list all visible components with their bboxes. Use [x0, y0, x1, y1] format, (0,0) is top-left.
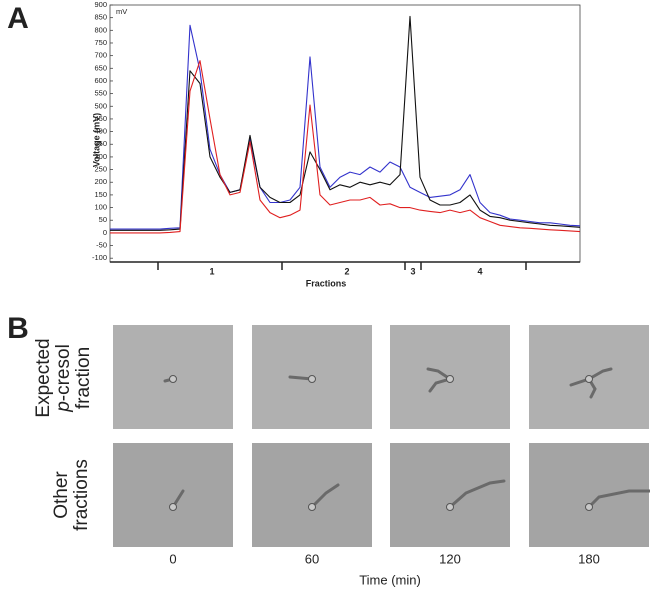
- row-label: Other fractions: [51, 459, 92, 531]
- column-label: 60: [305, 551, 319, 566]
- micrograph-grid: [113, 325, 650, 547]
- y-tick-label: 350: [94, 139, 107, 148]
- row-label-line: fraction: [73, 347, 94, 409]
- panel-label: A: [7, 2, 29, 35]
- y-tick-label: 700: [94, 51, 107, 60]
- cell: [446, 503, 454, 511]
- micrograph: [390, 443, 510, 547]
- micrograph: [113, 443, 233, 547]
- y-tick-label: 400: [94, 127, 107, 136]
- y-tick-label: 450: [94, 114, 107, 123]
- y-tick-label: -100: [92, 253, 107, 262]
- y-tick-label: -50: [96, 241, 107, 250]
- y-tick-label: 50: [99, 215, 107, 224]
- y-tick-label: 750: [94, 38, 107, 47]
- cell: [169, 503, 177, 511]
- row-label: Expected p-cresol fraction: [33, 338, 94, 417]
- y-axis-label: Voltage (mV): [91, 113, 101, 167]
- row-label-line: fractions: [71, 459, 92, 531]
- panel-label: B: [7, 312, 29, 345]
- column-label: 120: [439, 551, 461, 566]
- cell: [585, 503, 593, 511]
- y-tick-label: 100: [94, 203, 107, 212]
- cell: [169, 375, 177, 383]
- fraction-label: 1: [209, 266, 214, 276]
- fraction-label: 2: [344, 266, 349, 276]
- y-tick-label: 500: [94, 101, 107, 110]
- y-tick-label: 650: [94, 63, 107, 72]
- y-tick-label: 300: [94, 152, 107, 161]
- cell: [308, 503, 316, 511]
- y-tick-label: 150: [94, 190, 107, 199]
- fraction-label: 3: [410, 266, 415, 276]
- fraction-label: 4: [477, 266, 482, 276]
- italic-text: p: [53, 401, 74, 413]
- column-label: 0: [169, 551, 176, 566]
- hypha: [426, 367, 452, 393]
- hypha: [587, 489, 650, 509]
- y-tick-label: 250: [94, 165, 107, 174]
- column-label: 180: [578, 551, 600, 566]
- x-axis-label: Fractions: [306, 278, 347, 288]
- y-tick-label: 0: [103, 228, 107, 237]
- series-line: [110, 60, 581, 234]
- row-label-line: p-cresol: [53, 344, 74, 413]
- y-tick-label: 900: [94, 0, 107, 9]
- micrograph: [529, 443, 649, 547]
- series-line: [110, 24, 581, 230]
- y-tick-label: 800: [94, 25, 107, 34]
- unit-label: mV: [116, 7, 127, 16]
- cell: [585, 375, 593, 383]
- y-tick-label: 850: [94, 13, 107, 22]
- y-tick-label: 200: [94, 177, 107, 186]
- row-label-line: Expected: [33, 338, 54, 417]
- series-line: [110, 15, 581, 231]
- hypha: [448, 479, 506, 509]
- y-tick-label: 600: [94, 76, 107, 85]
- cell: [446, 375, 454, 383]
- text: -cresol: [53, 344, 74, 401]
- micrograph: [252, 443, 372, 547]
- hypha: [310, 483, 340, 509]
- y-tick-label: 550: [94, 89, 107, 98]
- x-axis-label: Time (min): [359, 572, 421, 587]
- cell: [308, 375, 316, 383]
- fraction-bar: [110, 261, 580, 270]
- row-label-line: Other: [51, 471, 72, 519]
